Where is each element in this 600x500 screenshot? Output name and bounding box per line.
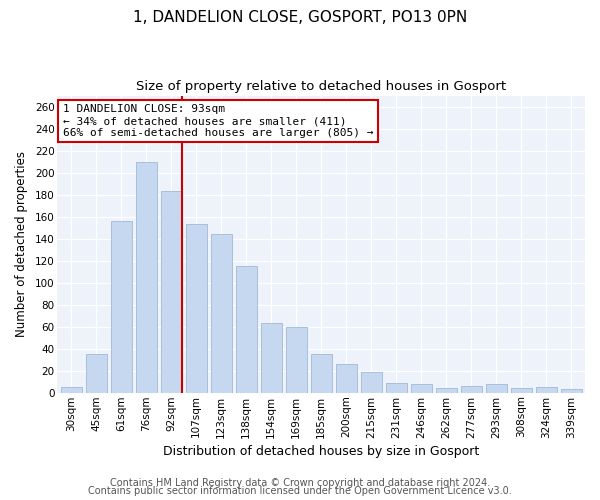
Bar	[185, 224, 207, 392]
Bar	[311, 354, 332, 393]
Bar	[211, 234, 232, 392]
Bar	[136, 162, 157, 392]
Title: Size of property relative to detached houses in Gosport: Size of property relative to detached ho…	[136, 80, 506, 93]
Text: Contains HM Land Registry data © Crown copyright and database right 2024.: Contains HM Land Registry data © Crown c…	[110, 478, 490, 488]
Bar	[386, 382, 407, 392]
Text: 1 DANDELION CLOSE: 93sqm
← 34% of detached houses are smaller (411)
66% of semi-: 1 DANDELION CLOSE: 93sqm ← 34% of detach…	[63, 104, 373, 138]
Y-axis label: Number of detached properties: Number of detached properties	[15, 151, 28, 337]
Bar	[61, 387, 82, 392]
Bar	[236, 266, 257, 392]
Bar	[436, 388, 457, 392]
Text: Contains public sector information licensed under the Open Government Licence v3: Contains public sector information licen…	[88, 486, 512, 496]
Bar	[110, 221, 132, 392]
Bar	[511, 388, 532, 392]
X-axis label: Distribution of detached houses by size in Gosport: Distribution of detached houses by size …	[163, 444, 479, 458]
Bar	[161, 192, 182, 392]
Text: 1, DANDELION CLOSE, GOSPORT, PO13 0PN: 1, DANDELION CLOSE, GOSPORT, PO13 0PN	[133, 10, 467, 25]
Bar	[410, 384, 432, 392]
Bar	[260, 324, 282, 392]
Bar	[536, 387, 557, 392]
Bar	[461, 386, 482, 392]
Bar	[286, 326, 307, 392]
Bar	[560, 390, 582, 392]
Bar	[485, 384, 507, 392]
Bar	[335, 364, 357, 392]
Bar	[361, 372, 382, 392]
Bar	[86, 354, 107, 393]
